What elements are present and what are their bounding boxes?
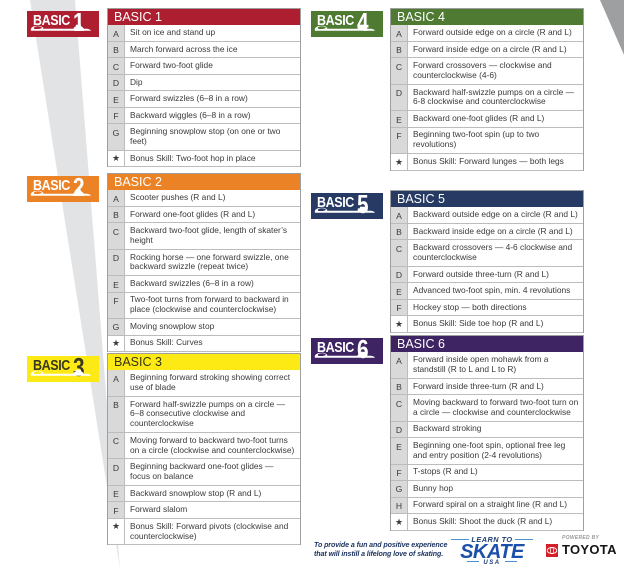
svg-text:USA: USA bbox=[483, 560, 500, 564]
